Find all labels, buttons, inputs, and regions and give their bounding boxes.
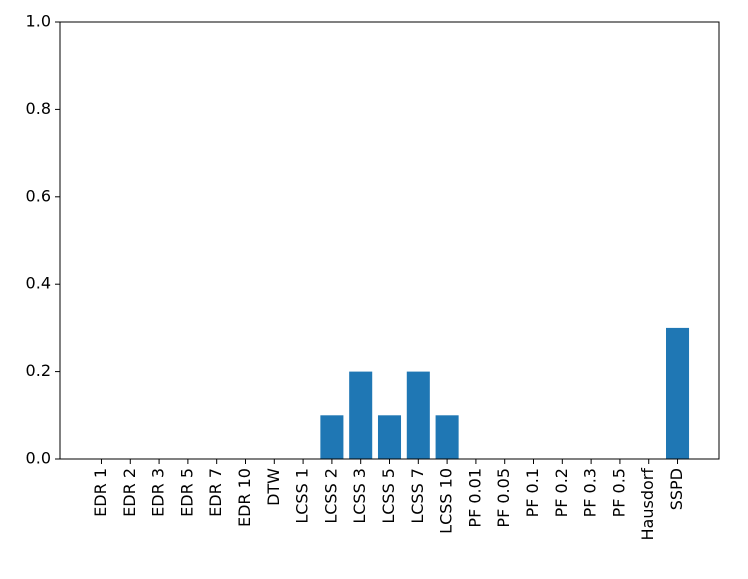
bar xyxy=(377,415,402,459)
x-tick-label: LCSS 7 xyxy=(408,468,427,524)
x-tick-label: EDR 1 xyxy=(91,468,110,517)
x-tick-label: EDR 10 xyxy=(235,468,254,527)
x-tick-label: LCSS 1 xyxy=(293,468,312,524)
x-tick-label: SSPD xyxy=(667,468,686,510)
y-tick-label: 0.2 xyxy=(26,361,51,380)
y-tick-label: 0.4 xyxy=(26,274,51,293)
y-tick-label: 0.6 xyxy=(26,186,51,205)
bar xyxy=(406,371,430,459)
y-tick-label: 1.0 xyxy=(26,12,51,31)
y-tick-label: 0.8 xyxy=(26,99,51,118)
x-tick-label: EDR 2 xyxy=(120,468,139,517)
x-tick-label: LCSS 3 xyxy=(350,468,369,524)
bar xyxy=(435,415,459,459)
plot-frame xyxy=(59,21,720,460)
x-tick-label: PF 0.3 xyxy=(581,468,600,517)
y-tick-label: 0.0 xyxy=(26,449,51,468)
x-tick-label: PF 0.05 xyxy=(494,468,513,528)
x-tick-label: DTW xyxy=(264,468,283,506)
x-tick-label: EDR 7 xyxy=(206,468,225,517)
bar xyxy=(349,371,373,459)
x-tick-label: LCSS 5 xyxy=(379,468,398,524)
x-tick-label: EDR 5 xyxy=(177,468,196,517)
x-tick-label: PF 0.1 xyxy=(523,468,542,517)
x-tick-label: EDR 3 xyxy=(149,468,168,517)
x-tick-label: Hausdorf xyxy=(638,468,657,541)
x-tick-label: LCSS 2 xyxy=(321,468,340,524)
bar xyxy=(666,327,690,459)
bar xyxy=(320,415,344,459)
x-tick-label: PF 0.5 xyxy=(609,468,628,517)
x-tick-label: LCSS 10 xyxy=(437,468,456,534)
x-tick-label: PF 0.01 xyxy=(465,468,484,528)
x-tick-label: PF 0.2 xyxy=(552,468,571,517)
